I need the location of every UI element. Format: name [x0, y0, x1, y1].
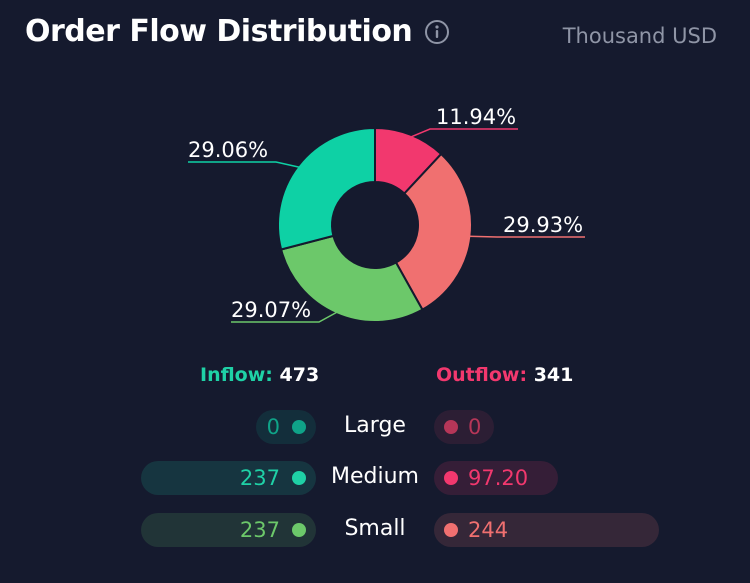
inflow-label: Inflow:	[200, 364, 273, 386]
donut-slice[interactable]	[277, 126, 376, 251]
leader-line	[231, 310, 339, 323]
donut-chart: 11.94% 29.93% 29.07% 29.06%	[188, 105, 585, 323]
leader-line	[188, 161, 301, 169]
outflow-label: Outflow:	[436, 364, 528, 386]
outflow-dot-icon	[444, 523, 458, 537]
unit-label: Thousand USD	[562, 24, 717, 48]
inflow-pill: 237	[141, 461, 316, 495]
slice-percent-label: 29.93%	[503, 213, 583, 237]
outflow-pill: 244	[434, 513, 659, 547]
outflow-dot-icon	[444, 471, 458, 485]
inflow-total: Inflow: 473	[200, 364, 319, 386]
inflow-pill: 237	[141, 513, 316, 547]
inflow-value: 237	[239, 518, 280, 542]
inflow-value: 0	[266, 415, 280, 439]
slice-percent-label: 11.94%	[436, 105, 516, 129]
donut-slice[interactable]	[394, 152, 473, 311]
page-title: Order Flow Distribution	[25, 14, 413, 49]
header: Order Flow Distribution	[25, 14, 450, 49]
outflow-pill: 97.20	[434, 461, 558, 495]
row-label-large: Large	[344, 413, 406, 438]
inflow-dot-icon	[292, 471, 306, 485]
outflow-value: 341	[533, 364, 574, 386]
leader-line	[409, 128, 518, 139]
slice-percent-label: 29.07%	[231, 298, 311, 322]
outflow-value: 244	[468, 518, 509, 542]
row-label-small: Small	[344, 516, 406, 541]
info-icon[interactable]	[424, 19, 450, 45]
inflow-value: 473	[279, 364, 320, 386]
inflow-value: 237	[239, 466, 280, 490]
slice-percent-label: 29.06%	[188, 138, 268, 162]
outflow-value: 97.20	[468, 466, 529, 490]
inflow-dot-icon	[292, 523, 306, 537]
outflow-dot-icon	[444, 420, 458, 434]
inflow-dot-icon	[292, 420, 306, 434]
inflow-pill: 0	[256, 410, 316, 444]
donut-slice[interactable]	[279, 234, 424, 323]
row-label-medium: Medium	[331, 464, 419, 489]
outflow-pill: 0	[434, 410, 494, 444]
outflow-total: Outflow: 341	[436, 364, 573, 386]
outflow-value: 0	[468, 415, 482, 439]
leader-line	[468, 235, 585, 238]
